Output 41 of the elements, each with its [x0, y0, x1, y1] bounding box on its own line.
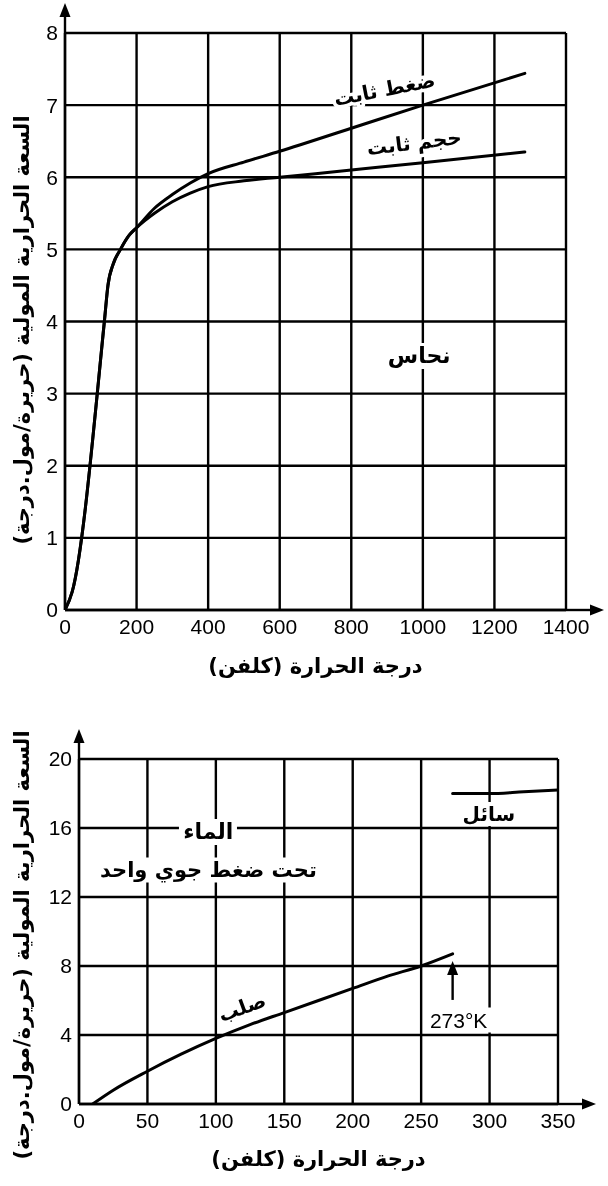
x-tick-label: 400: [190, 614, 226, 638]
y-tick-label: 2: [46, 454, 58, 478]
x-tick-label: 150: [266, 1108, 302, 1132]
x-tick-label: 200: [119, 614, 155, 638]
x-tick-label: 100: [198, 1108, 234, 1132]
text: صلب: [215, 987, 270, 1028]
text: ضغط ثابت: [331, 67, 438, 111]
y-tick-label: 7: [46, 93, 58, 117]
y-tick-label: 3: [46, 382, 58, 406]
x-tick-label: 1200: [471, 614, 518, 638]
y-tick-label: 4: [60, 1023, 73, 1047]
x-axis-title: درجة الحرارة (كلفن): [208, 654, 423, 678]
x-tick-label: 600: [262, 614, 298, 638]
x-tick-label: 350: [540, 1108, 576, 1132]
x-tick-label: 200: [335, 1108, 371, 1132]
y-tick-label: 0: [60, 1092, 72, 1116]
text: حجم ثابت: [365, 124, 463, 161]
text: تحت ضغط جوي واحد: [95, 857, 321, 883]
text: نحاس: [383, 343, 455, 370]
x-tick-label: 1400: [542, 614, 590, 638]
x-tick-label: 50: [135, 1108, 160, 1132]
x-axis-title: درجة الحرارة (كلفن): [211, 1147, 426, 1171]
x-tick-label: 300: [472, 1108, 508, 1132]
series-label: سائل: [458, 801, 520, 826]
y-tick-label: 8: [46, 21, 58, 45]
y-tick-label: 0: [46, 598, 58, 622]
x-tick-label: 1000: [399, 614, 447, 638]
y-axis-title: السعة الحرارية المولية (حريرة/مول.درجة): [10, 115, 34, 545]
y-tick-label: 1: [46, 526, 58, 550]
y-tick-label: 5: [46, 237, 58, 261]
y-tick-label: 4: [46, 309, 59, 333]
y-tick-label: 8: [60, 954, 72, 978]
y-tick-label: 20: [48, 747, 72, 771]
y-tick-label: 16: [48, 816, 72, 840]
x-tick-label: 800: [333, 614, 369, 638]
x-tick-label: 250: [403, 1108, 439, 1132]
annotation: 273°K: [425, 1007, 492, 1033]
y-axis-title: السعة الحرارية المولية (حريرة/مول.درجة): [10, 730, 34, 1160]
text: الماء: [179, 819, 238, 846]
y-tick-label: 12: [48, 885, 72, 909]
y-tick-label: 6: [46, 165, 58, 189]
